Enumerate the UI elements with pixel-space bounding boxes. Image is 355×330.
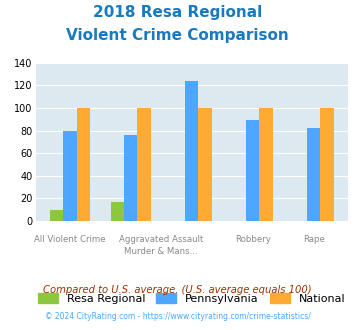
Text: Rape: Rape [303, 235, 324, 244]
Bar [260, 108, 273, 221]
Bar [63, 131, 77, 221]
Text: Aggravated Assault: Aggravated Assault [119, 235, 203, 244]
Bar [111, 202, 124, 221]
Text: Compared to U.S. average. (U.S. average equals 100): Compared to U.S. average. (U.S. average … [43, 285, 312, 295]
Bar [307, 128, 320, 221]
Text: © 2024 CityRating.com - https://www.cityrating.com/crime-statistics/: © 2024 CityRating.com - https://www.city… [45, 312, 310, 321]
Bar [50, 210, 63, 221]
Text: All Violent Crime: All Violent Crime [34, 235, 106, 244]
Text: 2018 Resa Regional: 2018 Resa Regional [93, 5, 262, 20]
Text: Murder & Mans...: Murder & Mans... [125, 248, 198, 256]
Bar [185, 81, 198, 221]
Bar [246, 120, 260, 221]
Text: Robbery: Robbery [235, 235, 271, 244]
Legend: Resa Regional, Pennsylvania, National: Resa Regional, Pennsylvania, National [38, 293, 345, 304]
Bar [77, 108, 90, 221]
Text: Violent Crime Comparison: Violent Crime Comparison [66, 28, 289, 43]
Bar [137, 108, 151, 221]
Bar [320, 108, 334, 221]
Bar [124, 135, 137, 221]
Bar [198, 108, 212, 221]
